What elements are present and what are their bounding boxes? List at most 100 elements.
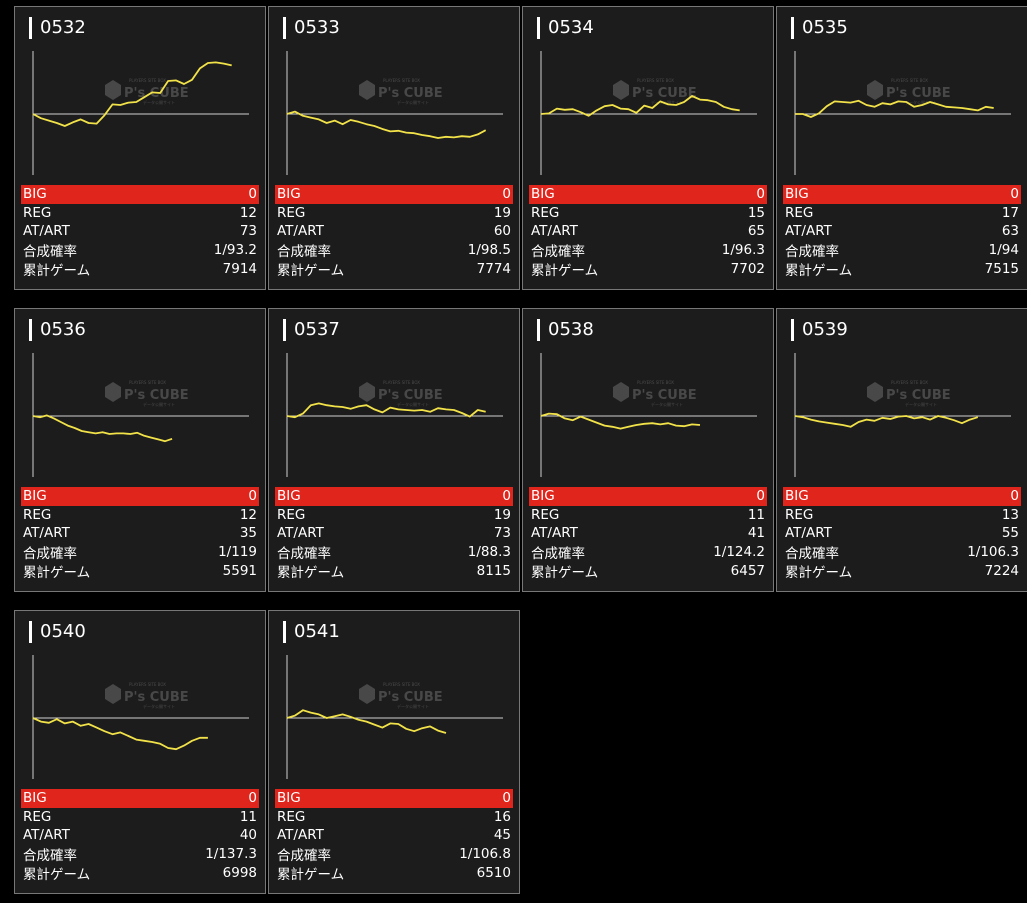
watermark-bottom: データ公開サイト (905, 99, 937, 105)
stat-row-big: BIG 0 (275, 487, 513, 506)
watermark-bottom: データ公開サイト (143, 99, 175, 105)
watermark-bottom: データ公開サイト (651, 99, 683, 105)
machine-number: 0541 (283, 621, 340, 643)
stat-label: 合成確率 (277, 546, 331, 563)
machine-number: 0534 (537, 17, 594, 39)
machine-card[interactable]: 0541 P's CUBE PLAYERS SITE BOX データ公開サイト BIG 0… (268, 610, 520, 894)
machine-card[interactable]: 0539 P's CUBE PLAYERS SITE BOX データ公開サイト BIG 0… (776, 308, 1027, 592)
watermark-brand: P's CUBE (378, 86, 443, 101)
stat-value: 11 (239, 808, 257, 825)
machine-card[interactable]: 0535 P's CUBE PLAYERS SITE BOX データ公開サイト BIG 0… (776, 6, 1027, 290)
machine-card[interactable]: 0536 P's CUBE PLAYERS SITE BOX データ公開サイト BIG 0… (14, 308, 266, 592)
slump-line (32, 717, 208, 751)
watermark-bottom: データ公開サイト (143, 703, 175, 709)
stat-value: 65 (747, 223, 765, 240)
stat-row-at: AT/ART 73 (21, 222, 259, 241)
stat-value: 1/93.2 (213, 242, 257, 259)
slump-line (540, 412, 701, 430)
stat-label: AT/ART (277, 525, 324, 542)
machine-card[interactable]: 0537 P's CUBE PLAYERS SITE BOX データ公開サイト BIG 0… (268, 308, 520, 592)
stat-label: REG (277, 808, 306, 825)
watermark-top: PLAYERS SITE BOX (383, 682, 420, 687)
stat-value: 0 (248, 186, 257, 203)
watermark: P's CUBE PLAYERS SITE BOX データ公開サイト (105, 682, 189, 709)
stat-value: 6998 (222, 864, 257, 881)
slump-line (794, 415, 979, 428)
stat-label: BIG (277, 790, 301, 807)
stat-label: 合成確率 (277, 848, 331, 865)
stats-table: BIG 0 REG 19 AT/ART 73 合成確率 1/88.3 累計ゲーム 8115 (275, 487, 513, 581)
machine-card[interactable]: 0534 P's CUBE PLAYERS SITE BOX データ公開サイト BIG 0… (522, 6, 774, 290)
watermark-brand: P's CUBE (378, 388, 443, 403)
machine-number: 0537 (283, 319, 340, 341)
stat-label: AT/ART (277, 223, 324, 240)
watermark-brand: P's CUBE (378, 690, 443, 705)
stat-row-big: BIG 0 (529, 185, 767, 204)
watermark-brand: P's CUBE (886, 86, 951, 101)
stat-row-at: AT/ART 45 (275, 826, 513, 845)
stat-row-at: AT/ART 40 (21, 826, 259, 845)
stat-label: BIG (23, 488, 47, 505)
stat-label: 合成確率 (531, 244, 585, 261)
watermark-top: PLAYERS SITE BOX (129, 682, 166, 687)
stat-value: 35 (239, 525, 257, 542)
stat-label: 累計ゲーム (531, 564, 599, 581)
stat-row-games: 累計ゲーム 7702 (529, 259, 767, 279)
stat-label: AT/ART (277, 827, 324, 844)
stat-value: 0 (502, 488, 511, 505)
stat-label: 累計ゲーム (531, 262, 599, 279)
stat-label: 累計ゲーム (277, 262, 345, 279)
watermark-top: PLAYERS SITE BOX (637, 78, 674, 83)
stat-value: 6510 (476, 864, 511, 881)
stat-label: REG (23, 506, 52, 523)
watermark-brand: P's CUBE (124, 690, 189, 705)
stat-label: BIG (785, 186, 809, 203)
stat-value: 5591 (222, 562, 257, 579)
stat-row-reg: REG 13 (783, 506, 1021, 525)
machine-number: 0532 (29, 17, 86, 39)
stat-row-rate: 合成確率 1/93.2 (21, 241, 259, 260)
slump-line (32, 414, 173, 443)
stat-value: 11 (747, 506, 765, 523)
slump-line (286, 709, 447, 734)
stat-value: 1/88.3 (467, 544, 511, 561)
watermark-top: PLAYERS SITE BOX (383, 380, 420, 385)
machine-number: 0540 (29, 621, 86, 643)
stats-table: BIG 0 REG 11 AT/ART 41 合成確率 1/124.2 累計ゲーム 6457 (529, 487, 767, 581)
watermark-brand: P's CUBE (124, 388, 189, 403)
stat-row-reg: REG 19 (275, 506, 513, 525)
watermark-bottom: データ公開サイト (397, 703, 429, 709)
stat-row-big: BIG 0 (275, 789, 513, 808)
machine-card[interactable]: 0538 P's CUBE PLAYERS SITE BOX データ公開サイト BIG 0… (522, 308, 774, 592)
machine-number: 0536 (29, 319, 86, 341)
stat-value: 63 (1001, 223, 1019, 240)
stat-value: 1/94 (988, 242, 1019, 259)
stat-value: 73 (493, 525, 511, 542)
stat-row-games: 累計ゲーム 6510 (275, 863, 513, 883)
stat-value: 7774 (476, 260, 511, 277)
stat-row-big: BIG 0 (21, 487, 259, 506)
stat-value: 1/96.3 (721, 242, 765, 259)
stat-value: 7224 (984, 562, 1019, 579)
stat-row-at: AT/ART 55 (783, 524, 1021, 543)
watermark-top: PLAYERS SITE BOX (637, 380, 674, 385)
stat-value: 0 (756, 488, 765, 505)
machine-card[interactable]: 0533 P's CUBE PLAYERS SITE BOX データ公開サイト BIG 0… (268, 6, 520, 290)
stat-row-reg: REG 17 (783, 204, 1021, 223)
machine-card[interactable]: 0532 P's CUBE PLAYERS SITE BOX データ公開サイト BIG 0… (14, 6, 266, 290)
slump-line (540, 95, 740, 117)
slump-chart: P's CUBE PLAYERS SITE BOX データ公開サイト (286, 655, 503, 779)
stat-value: 0 (502, 790, 511, 807)
stats-table: BIG 0 REG 15 AT/ART 65 合成確率 1/96.3 累計ゲーム 7702 (529, 185, 767, 279)
slump-line (32, 61, 232, 127)
machine-card[interactable]: 0540 P's CUBE PLAYERS SITE BOX データ公開サイト BIG 0… (14, 610, 266, 894)
stat-label: BIG (277, 186, 301, 203)
stat-value: 1/119 (218, 544, 257, 561)
stats-table: BIG 0 REG 12 AT/ART 73 合成確率 1/93.2 累計ゲーム 7914 (21, 185, 259, 279)
